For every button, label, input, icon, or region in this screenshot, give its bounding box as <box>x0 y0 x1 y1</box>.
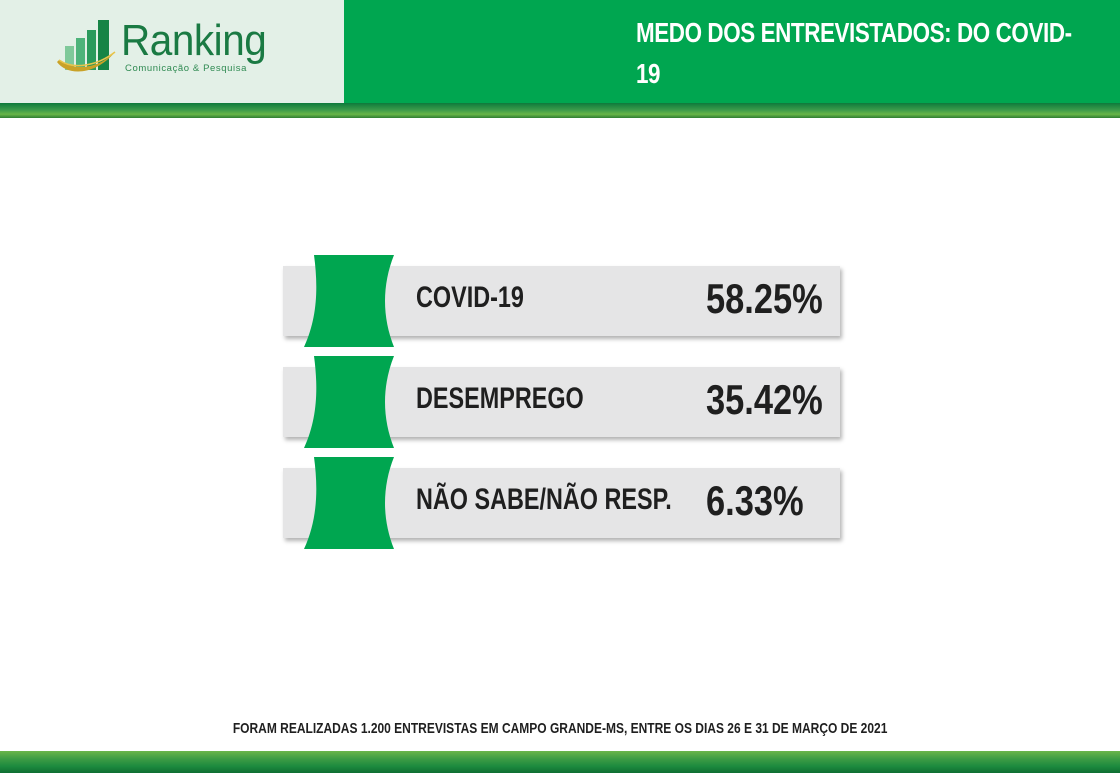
title-panel <box>344 0 1120 106</box>
logo-wordmark: Ranking <box>121 16 267 65</box>
result-value: 6.33% <box>706 477 804 524</box>
result-value: 35.42% <box>706 376 823 423</box>
survey-footnote-text: FORAM REALIZADAS 1.200 ENTREVISTAS EM CA… <box>232 720 888 737</box>
result-row-covid: COVID-19 58.25% <box>280 255 850 347</box>
green-tab-icon <box>304 255 394 347</box>
logo-tagline: Comunicação & Pesquisa <box>125 63 247 74</box>
result-row-desemprego: DESEMPREGO 35.42% <box>280 356 850 448</box>
results-list: COVID-19 58.25% DESEMPREGO 35.42% NÃO SA… <box>280 255 850 555</box>
green-tab-icon <box>304 457 394 549</box>
ranking-logo: Ranking Comunicação & Pesquisa <box>55 10 295 80</box>
logo-panel: Ranking Comunicação & Pesquisa <box>0 0 344 106</box>
result-row-nao-sabe: NÃO SABE/NÃO RESP. 6.33% <box>280 457 850 549</box>
result-value: 58.25% <box>706 275 823 322</box>
result-label: COVID-19 <box>416 281 524 314</box>
result-label: NÃO SABE/NÃO RESP. <box>416 483 672 516</box>
header: Ranking Comunicação & Pesquisa MEDO DOS … <box>0 0 1120 130</box>
survey-footnote: FORAM REALIZADAS 1.200 ENTREVISTAS EM CA… <box>0 720 1120 737</box>
header-divider-stripe <box>0 103 1120 118</box>
result-label: DESEMPREGO <box>416 382 584 415</box>
green-tab-icon <box>304 356 394 448</box>
bar-chart-swoosh-icon <box>57 20 116 72</box>
footer-stripe <box>0 751 1120 773</box>
page-title-line-1: MEDO DOS ENTREVISTADOS: DO COVID-19 <box>636 17 1072 89</box>
